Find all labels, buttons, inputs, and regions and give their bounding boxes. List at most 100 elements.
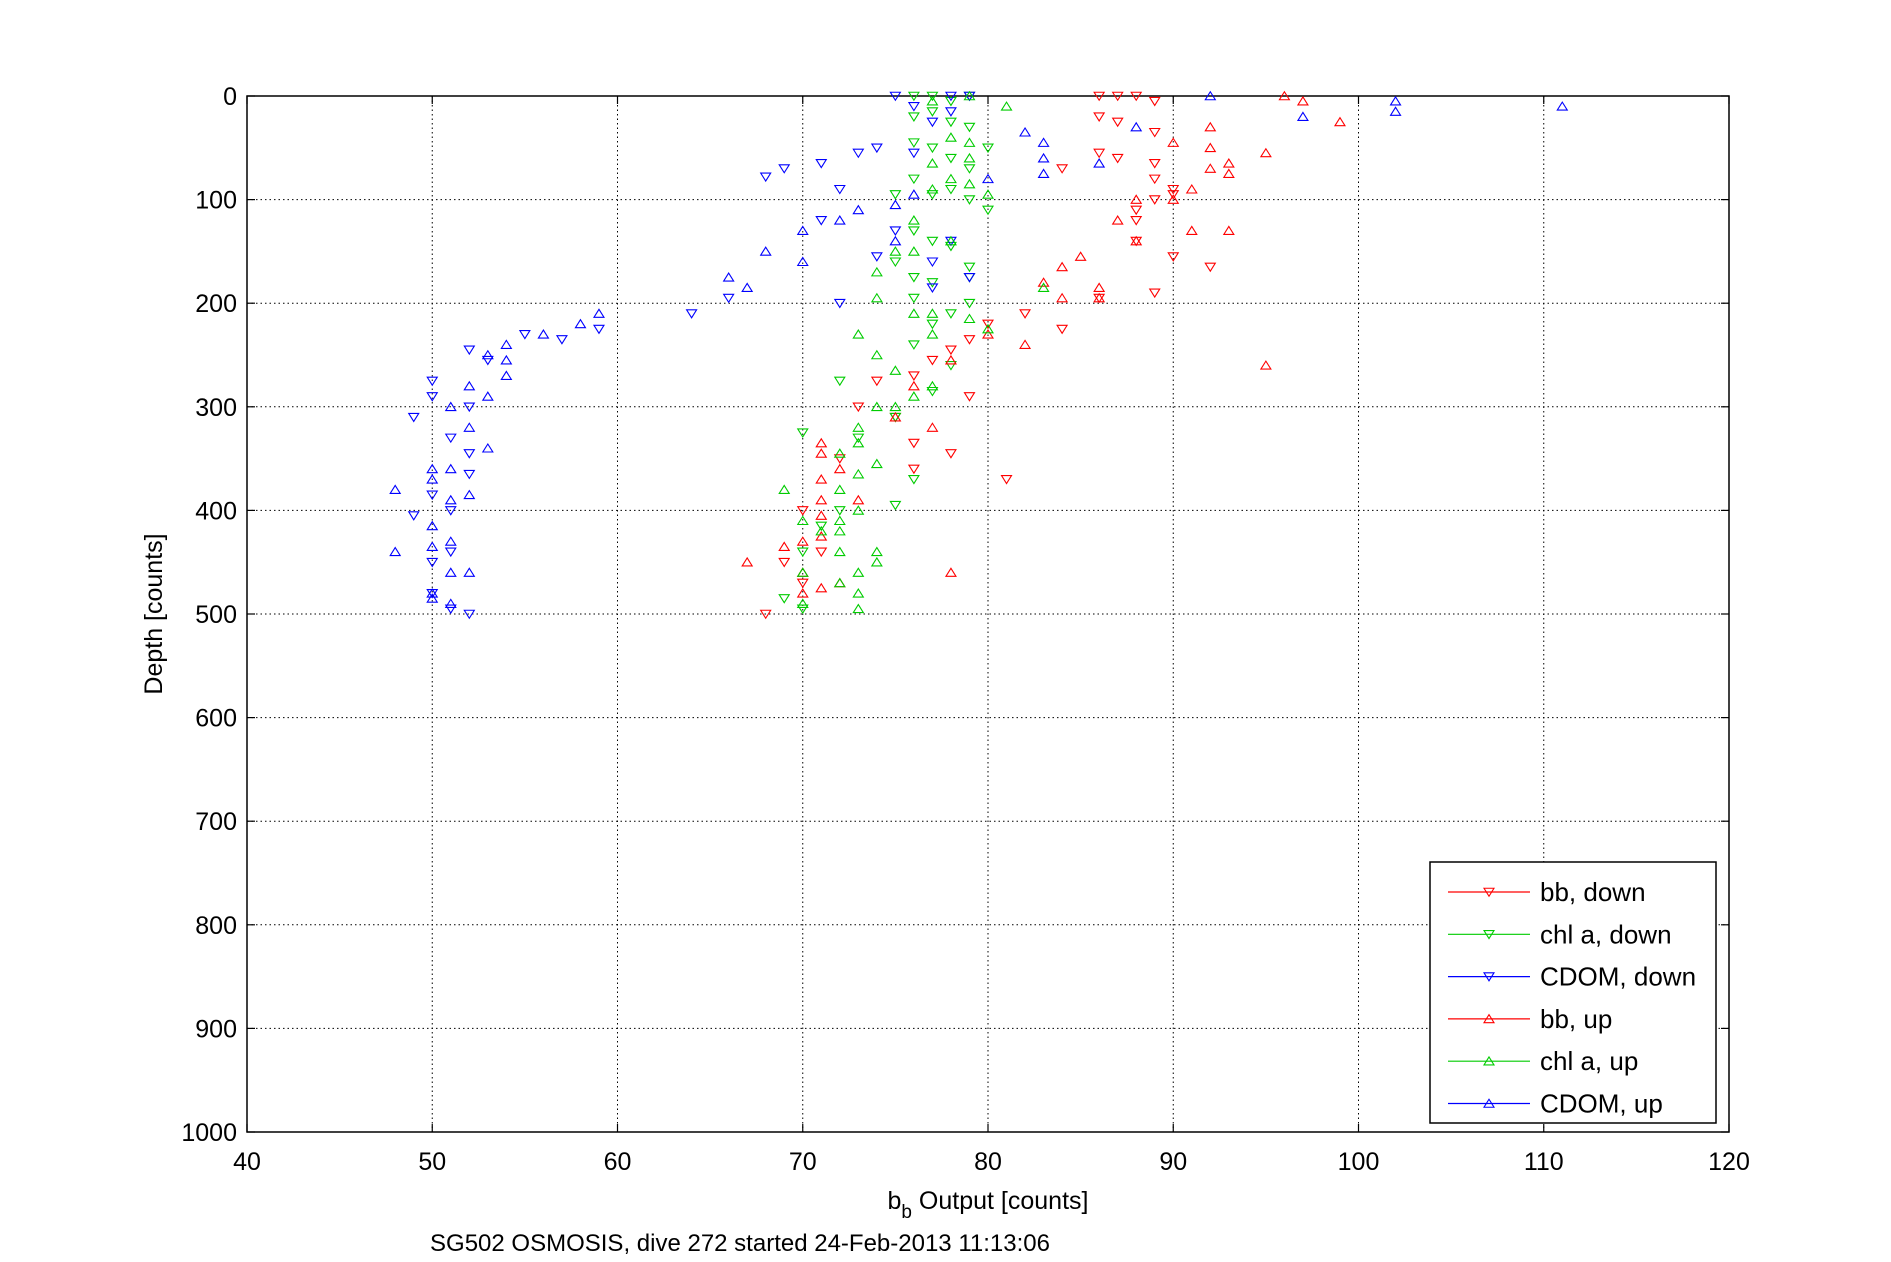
data-point <box>926 91 939 102</box>
data-point <box>1222 168 1235 178</box>
data-point <box>907 138 920 148</box>
data-point <box>1093 91 1106 102</box>
data-point <box>389 546 402 557</box>
data-point <box>1093 112 1106 123</box>
data-point <box>1093 158 1106 168</box>
data-point <box>1556 101 1569 111</box>
data-point <box>926 257 939 268</box>
data-point <box>833 298 846 309</box>
axis-ticks: 40 50 60 70 80 90 100 110 120 0 100 200 300 400 500 600… <box>181 83 1749 1176</box>
legend-item: bb, up <box>1448 1004 1612 1034</box>
data-point <box>1019 309 1032 319</box>
data-point <box>907 112 920 123</box>
data-point <box>963 298 976 309</box>
legend-label: bb, down <box>1540 877 1646 907</box>
legend-marker <box>1483 887 1495 898</box>
data-point <box>926 143 939 154</box>
data-point <box>1222 158 1235 168</box>
data-point <box>926 386 939 397</box>
data-point <box>815 216 828 226</box>
data-point <box>518 329 531 340</box>
data-point <box>426 587 439 598</box>
x-axis-title-subscript: b <box>901 1202 912 1223</box>
data-point <box>500 339 513 349</box>
data-point <box>907 438 920 449</box>
data-point <box>907 148 920 159</box>
data-point <box>481 355 494 366</box>
data-point <box>926 380 939 391</box>
series-bb-down <box>759 91 1217 620</box>
data-point <box>870 266 883 277</box>
data-point <box>944 235 957 246</box>
data-point <box>852 567 865 577</box>
data-point <box>907 380 920 391</box>
data-point <box>926 319 939 330</box>
data-point <box>481 349 494 360</box>
y-axis-title: Depth [counts] <box>140 533 168 694</box>
data-point <box>944 91 957 102</box>
x-tick-label: 40 <box>233 1148 261 1176</box>
data-point <box>444 494 457 505</box>
data-point <box>907 371 920 382</box>
data-point <box>1259 147 1272 158</box>
data-point <box>926 308 939 318</box>
data-point <box>889 257 902 268</box>
y-tick-label: 300 <box>195 394 237 422</box>
data-point <box>963 272 976 283</box>
data-point <box>1093 282 1106 292</box>
data-point <box>426 463 439 474</box>
data-point <box>444 604 457 615</box>
data-point <box>815 494 828 505</box>
data-point <box>1204 163 1217 173</box>
data-point <box>463 380 476 391</box>
data-point <box>852 422 865 432</box>
data-point <box>982 173 994 184</box>
data-point <box>722 272 735 282</box>
data-point <box>870 546 883 557</box>
data-point <box>389 484 402 494</box>
data-point <box>944 107 957 117</box>
data-point <box>463 489 476 500</box>
data-point <box>796 578 809 589</box>
legend-marker <box>1483 929 1495 940</box>
data-point <box>982 189 994 199</box>
data-point <box>444 463 457 474</box>
data-point <box>907 189 920 199</box>
data-point <box>463 422 476 432</box>
y-tick-label: 500 <box>195 601 237 629</box>
data-point <box>1167 184 1180 195</box>
data-point <box>796 587 809 598</box>
data-point <box>889 500 902 511</box>
data-point <box>907 391 920 401</box>
data-point <box>426 376 439 387</box>
data-point <box>1333 116 1346 127</box>
data-point <box>926 283 939 293</box>
data-point <box>815 525 828 536</box>
data-point <box>815 437 828 448</box>
data-point <box>1130 194 1143 204</box>
y-tick-label: 0 <box>223 83 237 111</box>
data-point <box>1204 121 1217 132</box>
data-point <box>1259 360 1272 370</box>
legend-marker <box>1483 1055 1495 1066</box>
data-point <box>426 557 439 568</box>
data-point <box>852 204 865 215</box>
y-tick-label: 400 <box>195 497 237 525</box>
data-point <box>907 91 920 102</box>
data-point <box>944 153 957 164</box>
legend: bb, down chl a, down CDOM, down bb, up chl a… <box>1429 861 1717 1124</box>
x-axis-title-rest: Output [counts] <box>912 1187 1089 1215</box>
data-point <box>963 137 976 147</box>
data-point <box>815 159 828 169</box>
data-point <box>982 143 994 154</box>
legend-label: CDOM, down <box>1540 962 1696 992</box>
y-tick-label: 100 <box>195 187 237 215</box>
data-point <box>926 422 939 432</box>
data-point <box>963 195 976 205</box>
data-point <box>852 328 865 339</box>
data-point <box>833 484 846 494</box>
data-point <box>963 164 976 174</box>
data-point <box>481 391 494 401</box>
data-point <box>778 557 791 568</box>
data-point <box>926 117 939 128</box>
